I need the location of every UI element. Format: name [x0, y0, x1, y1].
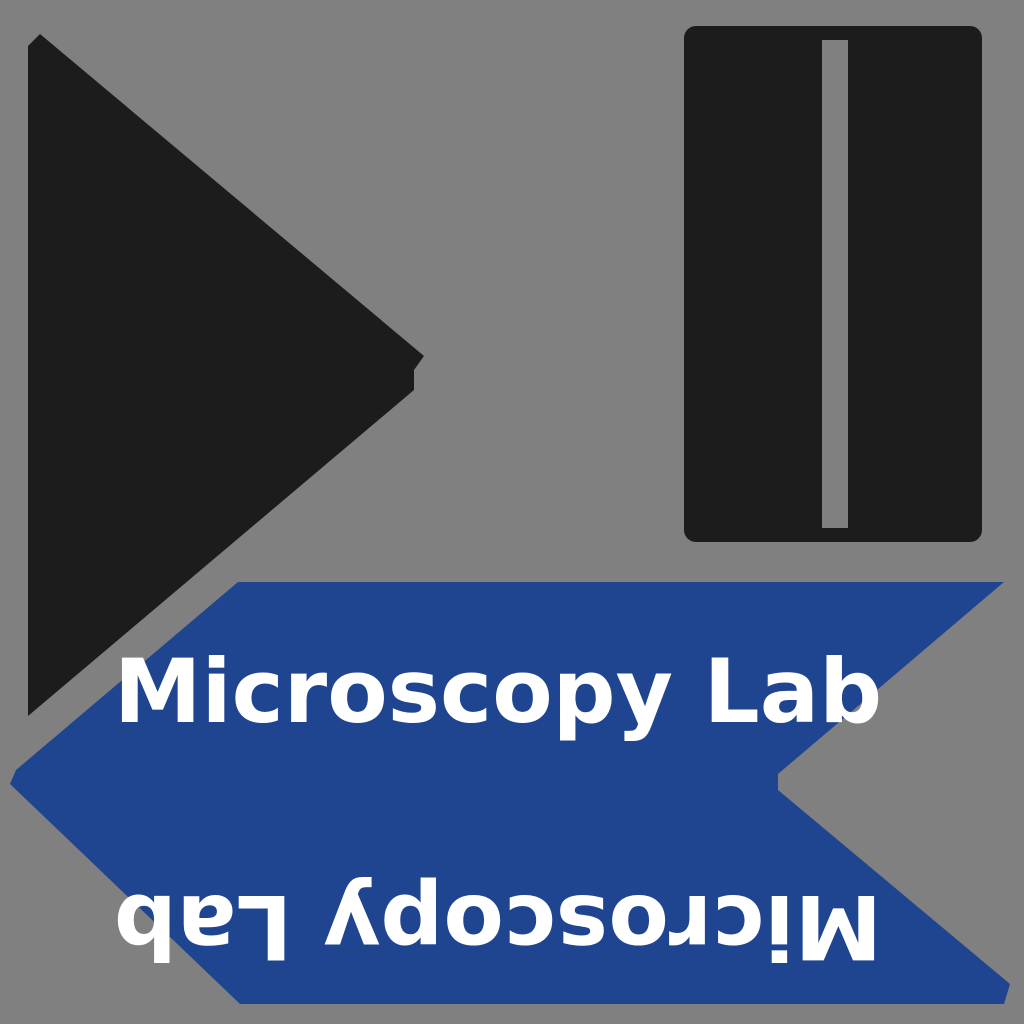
ribbon-label-inverted: Microscopy Lab: [114, 875, 882, 978]
pause-slit: [822, 40, 848, 528]
ribbon-banner: [10, 582, 1010, 1004]
pause-bar-icon: [684, 26, 982, 542]
play-triangle-icon: [28, 34, 424, 716]
ribbon-label-upright: Microscopy Lab: [114, 640, 882, 743]
